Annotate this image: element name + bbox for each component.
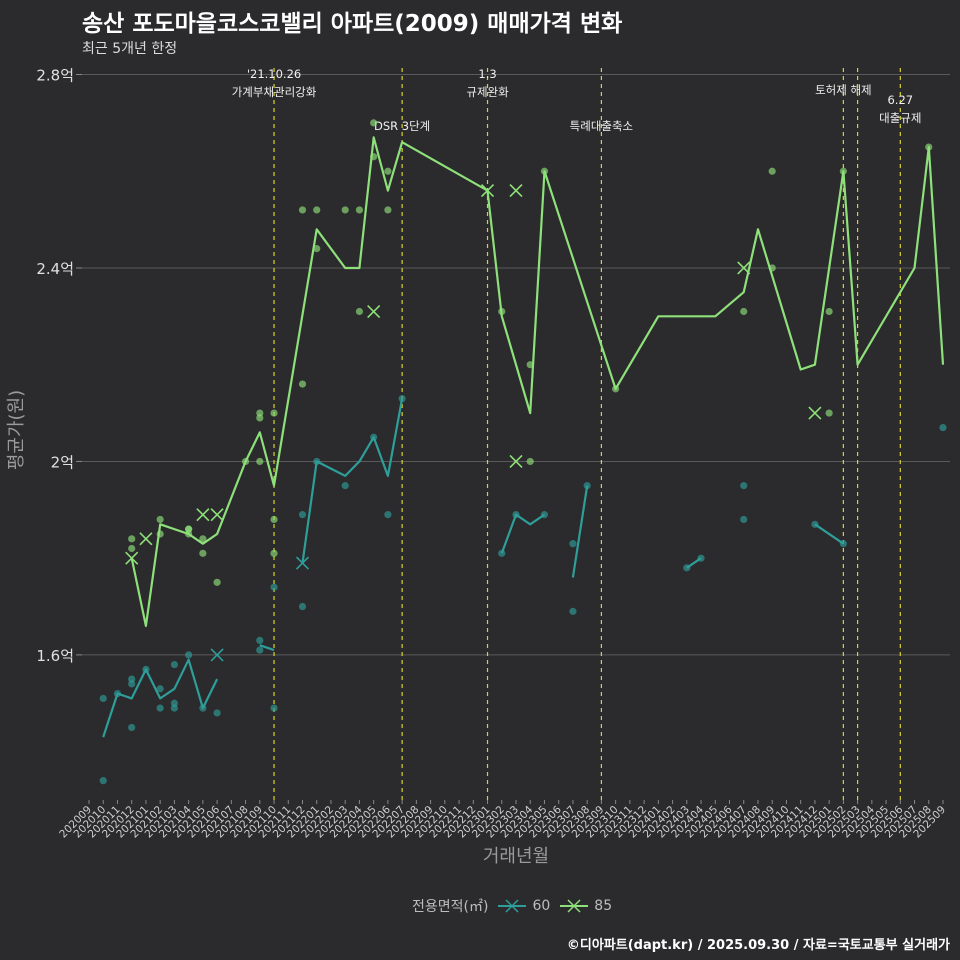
cross-marker-85: [737, 261, 751, 275]
event-label: 특례대출축소: [570, 119, 633, 133]
data-point-85: [298, 380, 307, 388]
y-axis-title: 평균가(원): [6, 390, 27, 470]
data-point-60: [99, 694, 107, 703]
event-label: 규제완화: [466, 85, 509, 99]
cross-marker-85: [509, 184, 523, 198]
data-point-60: [128, 723, 136, 732]
data-point-85: [270, 549, 278, 557]
event-label: '21.10.26: [247, 67, 301, 81]
data-point-60: [569, 540, 577, 548]
data-point-85: [768, 167, 776, 175]
data-point-85: [526, 457, 534, 466]
chart-title: 송산 포도마을코스코밸리 아파트(2009) 매매가격 변화: [82, 11, 623, 37]
legend-label-60: 60: [532, 898, 551, 914]
data-point-85: [384, 167, 392, 175]
data-point-60: [213, 709, 221, 717]
cross-marker-85: [480, 184, 495, 198]
legend-label-85: 85: [594, 898, 613, 914]
data-point-60: [740, 515, 748, 524]
data-point-85: [313, 245, 321, 253]
data-point-60: [170, 660, 178, 669]
series-line-60: [102, 658, 219, 738]
data-point-60: [256, 636, 264, 644]
cross-marker-85: [808, 406, 822, 420]
data-point-60: [939, 423, 947, 432]
series-line-60: [571, 485, 589, 578]
chart-subtitle: 최근 5개년 한정: [82, 41, 178, 57]
data-point-85: [199, 535, 207, 543]
series-line-60: [259, 644, 275, 652]
legend-key-60-icon: [498, 899, 527, 913]
cross-marker-85: [367, 304, 381, 319]
legend-title: 전용면적(㎡): [412, 899, 489, 915]
data-point-85: [256, 414, 264, 422]
data-point-85: [128, 535, 136, 543]
y-tick-label: 2.4억: [36, 260, 74, 278]
data-point-60: [298, 602, 307, 611]
data-point-60: [156, 685, 164, 693]
data-point-85: [341, 206, 349, 214]
data-point-85: [298, 206, 307, 214]
legend-item-60[interactable]: 60: [498, 896, 550, 916]
legend-item-85[interactable]: 85: [560, 896, 612, 916]
data-point-85: [156, 515, 164, 524]
data-point-60: [270, 704, 278, 712]
data-point-85: [128, 544, 136, 553]
y-tick-label: 1.6억: [36, 647, 74, 665]
cross-marker-60: [295, 556, 310, 570]
data-point-60: [170, 704, 178, 712]
series-line-60: [814, 523, 845, 545]
data-point-60: [569, 607, 577, 615]
data-point-60: [128, 680, 136, 688]
source-caption: ©디아파트(dapt.kr) / 2025.09.30 / 자료=국토교통부 실…: [566, 938, 950, 953]
event-label: 가계부채관리강화: [232, 85, 317, 99]
data-point-85: [256, 457, 264, 466]
data-point-85: [355, 307, 364, 316]
y-tick-label: 2억: [51, 453, 74, 471]
data-point-85: [825, 307, 833, 316]
data-point-60: [99, 777, 107, 785]
series-line-60: [500, 513, 546, 554]
cross-marker-85: [125, 551, 139, 565]
legend-key-85-icon: [560, 899, 589, 913]
data-point-60: [185, 651, 193, 659]
legend: 전용면적(㎡) 60 85: [412, 896, 612, 916]
data-point-60: [156, 704, 164, 712]
data-point-60: [384, 511, 392, 519]
cross-marker-85: [509, 454, 523, 469]
data-point-85: [313, 206, 321, 214]
data-point-60: [740, 482, 748, 490]
event-label: 6.27: [887, 93, 913, 107]
data-point-85: [270, 515, 278, 524]
cross-marker-85: [210, 508, 224, 522]
data-point-60: [298, 511, 307, 519]
data-point-85: [740, 307, 748, 316]
data-point-85: [384, 206, 392, 214]
data-point-85: [199, 549, 207, 557]
event-label: 토허제 해제: [815, 83, 872, 97]
cross-marker-60: [210, 648, 224, 662]
event-label: DSR 3단계: [374, 119, 430, 133]
data-point-60: [256, 646, 264, 654]
data-point-60: [341, 482, 349, 490]
data-point-85: [213, 578, 221, 586]
event-label: 1.3: [478, 67, 496, 81]
series-line-60: [301, 398, 404, 564]
y-tick-label: 2.8억: [36, 67, 74, 85]
series-line-60: [686, 557, 702, 569]
x-axis-title: 거래년월: [483, 846, 549, 867]
data-point-85: [370, 119, 378, 127]
series-line-85: [130, 136, 945, 627]
data-point-85: [825, 409, 833, 417]
cross-marker-85: [196, 508, 210, 522]
data-point-60: [270, 583, 278, 591]
event-label: 대출규제: [879, 111, 921, 125]
cross-marker-85: [139, 532, 153, 546]
data-point-85: [355, 206, 364, 214]
data-point-85: [270, 409, 278, 417]
data-point-60: [398, 394, 406, 403]
